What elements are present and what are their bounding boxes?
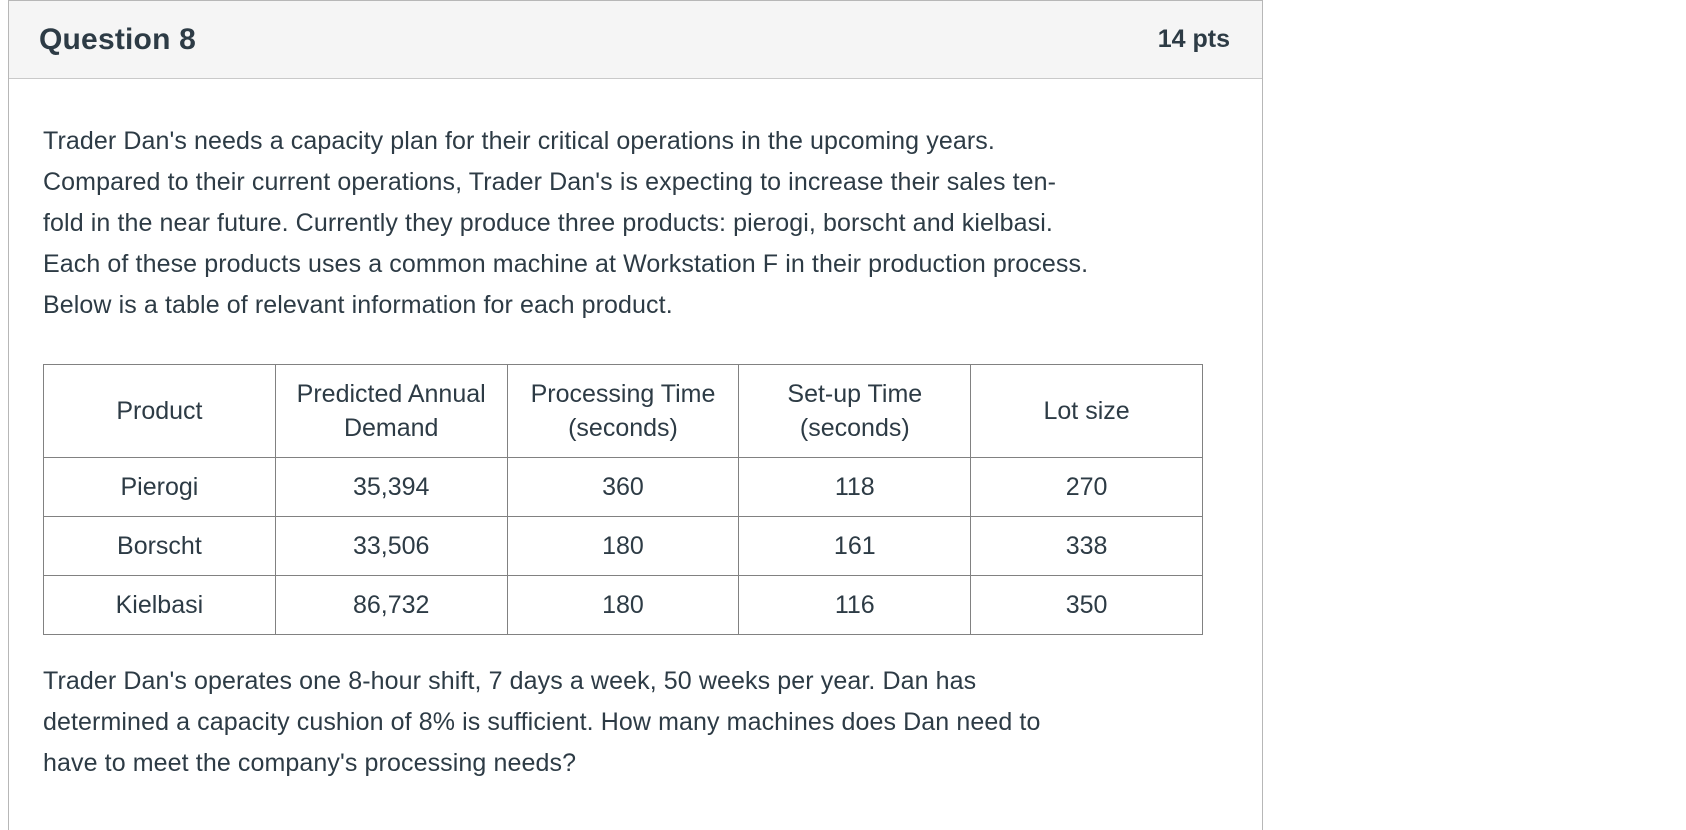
table-cell: Borscht [43,516,276,576]
table-cell: 338 [970,516,1203,576]
table-head: Product Predicted Annual Demand Processing… [43,364,1203,458]
product-data-table: Product Predicted Annual Demand Processing… [43,364,1203,635]
table-cell: 116 [738,575,972,635]
question-outro-text: Trader Dan's operates one 8-hour shift, … [43,667,1041,777]
table-cell: 350 [970,575,1203,635]
table-cell: 35,394 [274,457,508,517]
question-header: Question 8 14 pts [9,1,1262,79]
question-title: Question 8 [39,22,197,56]
table-header-cell: Lot size [970,364,1203,458]
table-row: Kielbasi 86,732 180 116 350 [43,575,1203,635]
table-cell: 270 [970,457,1203,517]
question-intro-text: Trader Dan's needs a capacity plan for t… [43,127,1089,319]
table-header-row: Product Predicted Annual Demand Processing… [43,364,1203,458]
table-cell: 180 [506,516,740,576]
table-cell: 118 [738,457,972,517]
table-row: Pierogi 35,394 360 118 270 [43,457,1203,517]
table-cell: 161 [738,516,972,576]
table-header-cell: Predicted Annual Demand [274,364,508,458]
table-cell: Kielbasi [43,575,276,635]
table-header-cell: Product [43,364,276,458]
table-row: Borscht 33,506 180 161 338 [43,516,1203,576]
table-header-cell: Set-up Time (seconds) [738,364,972,458]
table-cell: 86,732 [274,575,508,635]
question-panel: Question 8 14 pts Trader Dan's needs a c… [8,0,1263,830]
question-body: Trader Dan's needs a capacity plan for t… [9,79,1262,784]
question-points-badge: 14 pts [1157,25,1230,53]
table-cell: 360 [506,457,740,517]
table-cell: 180 [506,575,740,635]
table-header-cell: Processing Time (seconds) [506,364,740,458]
table-cell: 33,506 [274,516,508,576]
table-body: Pierogi 35,394 360 118 270 Borscht 33,506 180 16… [43,457,1203,635]
table-cell: Pierogi [43,457,276,517]
